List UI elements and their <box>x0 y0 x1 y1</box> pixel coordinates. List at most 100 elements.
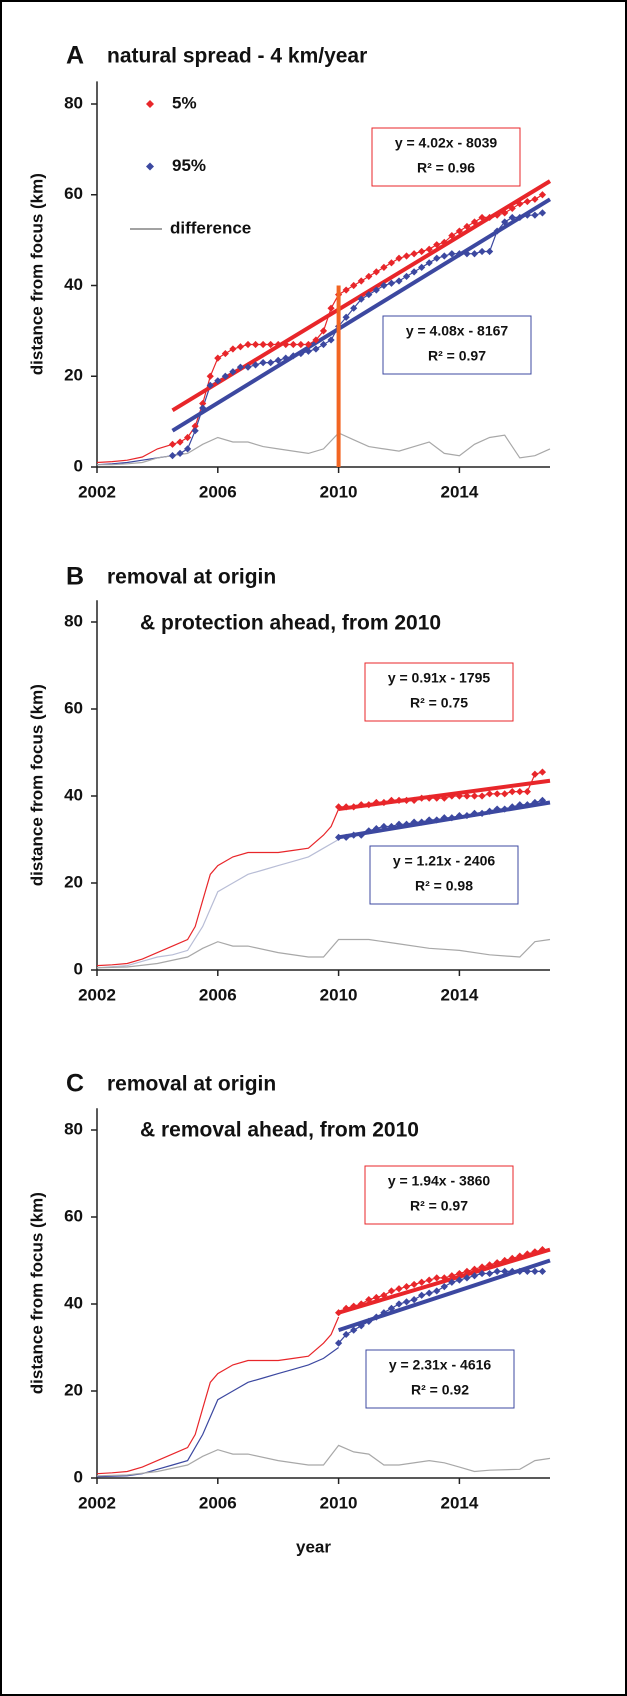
marker <box>402 252 411 260</box>
marker <box>342 833 350 841</box>
marker <box>206 372 214 380</box>
panel-letter: C <box>66 1070 84 1098</box>
x-tick-label: 2002 <box>78 482 116 501</box>
y-tick-label: 20 <box>64 1380 83 1399</box>
marker <box>516 788 524 796</box>
marker <box>184 445 192 453</box>
marker <box>448 250 456 258</box>
marker <box>440 252 448 260</box>
marker <box>372 1293 380 1302</box>
marker <box>357 295 365 303</box>
marker <box>455 1269 463 1278</box>
marker <box>365 827 373 835</box>
y-tick-label: 40 <box>64 785 83 804</box>
marker <box>501 1267 509 1275</box>
marker <box>282 340 290 349</box>
marker <box>493 805 501 813</box>
marker <box>433 816 441 824</box>
marker <box>380 798 388 807</box>
marker <box>395 1285 403 1293</box>
marker <box>538 209 547 217</box>
marker <box>531 1267 539 1275</box>
equation-box <box>364 1165 514 1225</box>
marker <box>448 814 456 822</box>
marker <box>455 227 463 235</box>
marker <box>387 1304 396 1312</box>
marker <box>538 768 547 776</box>
marker <box>357 1322 365 1330</box>
marker <box>236 343 245 351</box>
x-tick-label: 2006 <box>199 482 237 501</box>
marker <box>440 1274 448 1282</box>
marker <box>538 191 547 199</box>
y-axis-label: distance from focus (km) <box>27 1192 46 1394</box>
marker <box>523 801 531 809</box>
marker <box>221 372 229 380</box>
marker <box>463 1274 471 1282</box>
marker <box>448 1278 456 1286</box>
panel-title: removal at origin <box>107 566 276 589</box>
series-line <box>96 1444 551 1477</box>
marker <box>501 218 509 226</box>
marker <box>433 241 441 249</box>
marker <box>523 788 531 796</box>
marker <box>531 798 539 807</box>
marker <box>380 281 388 290</box>
marker <box>486 1269 494 1278</box>
marker <box>455 811 463 820</box>
marker <box>402 796 411 804</box>
marker <box>410 250 418 258</box>
marker <box>470 1265 479 1273</box>
marker <box>478 1269 486 1278</box>
marker <box>342 1330 350 1339</box>
marker <box>372 286 380 294</box>
marker <box>357 277 365 285</box>
marker <box>448 792 456 800</box>
marker <box>493 790 501 798</box>
marker <box>523 211 531 219</box>
equation-box <box>371 127 521 187</box>
x-tick-label: 2010 <box>320 985 358 1004</box>
marker <box>395 820 403 828</box>
marker <box>478 792 486 800</box>
marker <box>387 259 396 267</box>
marker <box>410 1296 418 1304</box>
marker <box>274 356 282 364</box>
y-tick-label: 0 <box>74 1467 83 1486</box>
marker <box>350 803 358 811</box>
marker <box>486 790 494 798</box>
panel-title: natural spread - 4 km/year <box>107 45 367 68</box>
marker <box>508 204 516 212</box>
marker <box>168 452 177 460</box>
marker <box>418 1278 426 1286</box>
marker <box>516 213 524 222</box>
equation-box <box>365 1349 515 1409</box>
marker <box>410 796 418 804</box>
marker <box>478 213 486 222</box>
r-squared: R² = 0.98 <box>415 878 473 894</box>
marker <box>440 238 448 246</box>
marker <box>531 195 539 203</box>
marker <box>470 250 479 258</box>
marker <box>395 1300 403 1308</box>
marker <box>229 345 237 353</box>
marker <box>538 1267 547 1275</box>
panel-letter: B <box>66 563 84 591</box>
marker <box>516 200 524 208</box>
marker <box>501 805 509 813</box>
marker <box>516 1252 524 1260</box>
marker <box>191 422 199 430</box>
marker <box>493 1267 501 1275</box>
marker <box>470 1272 479 1280</box>
y-tick-label: 60 <box>64 1206 83 1225</box>
x-tick-label: 2014 <box>440 482 478 501</box>
marker <box>387 822 396 831</box>
marker <box>508 1254 516 1262</box>
marker <box>236 363 245 371</box>
panel-letter: A <box>66 42 84 70</box>
legend-label: 95% <box>172 156 206 175</box>
marker <box>418 263 426 271</box>
equation: y = 0.91x - 1795 <box>388 670 491 686</box>
marker <box>372 825 380 833</box>
marker <box>531 770 539 778</box>
